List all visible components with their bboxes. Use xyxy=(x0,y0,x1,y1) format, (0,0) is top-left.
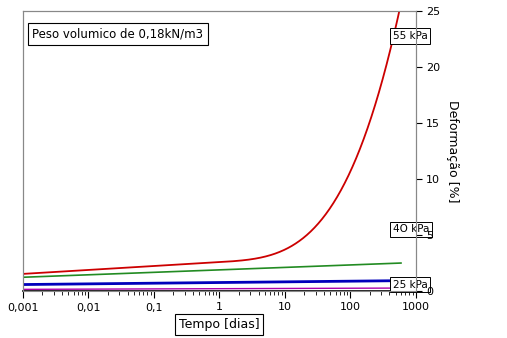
Text: Peso volumico de 0,18kN/m3: Peso volumico de 0,18kN/m3 xyxy=(32,28,203,41)
X-axis label: Tempo [dias]: Tempo [dias] xyxy=(179,318,260,331)
Text: 4O kPa: 4O kPa xyxy=(393,224,429,234)
Text: 55 kPa: 55 kPa xyxy=(393,31,427,41)
Y-axis label: Deformação [%]: Deformação [%] xyxy=(447,100,459,202)
Text: 25 kPa: 25 kPa xyxy=(393,280,427,290)
